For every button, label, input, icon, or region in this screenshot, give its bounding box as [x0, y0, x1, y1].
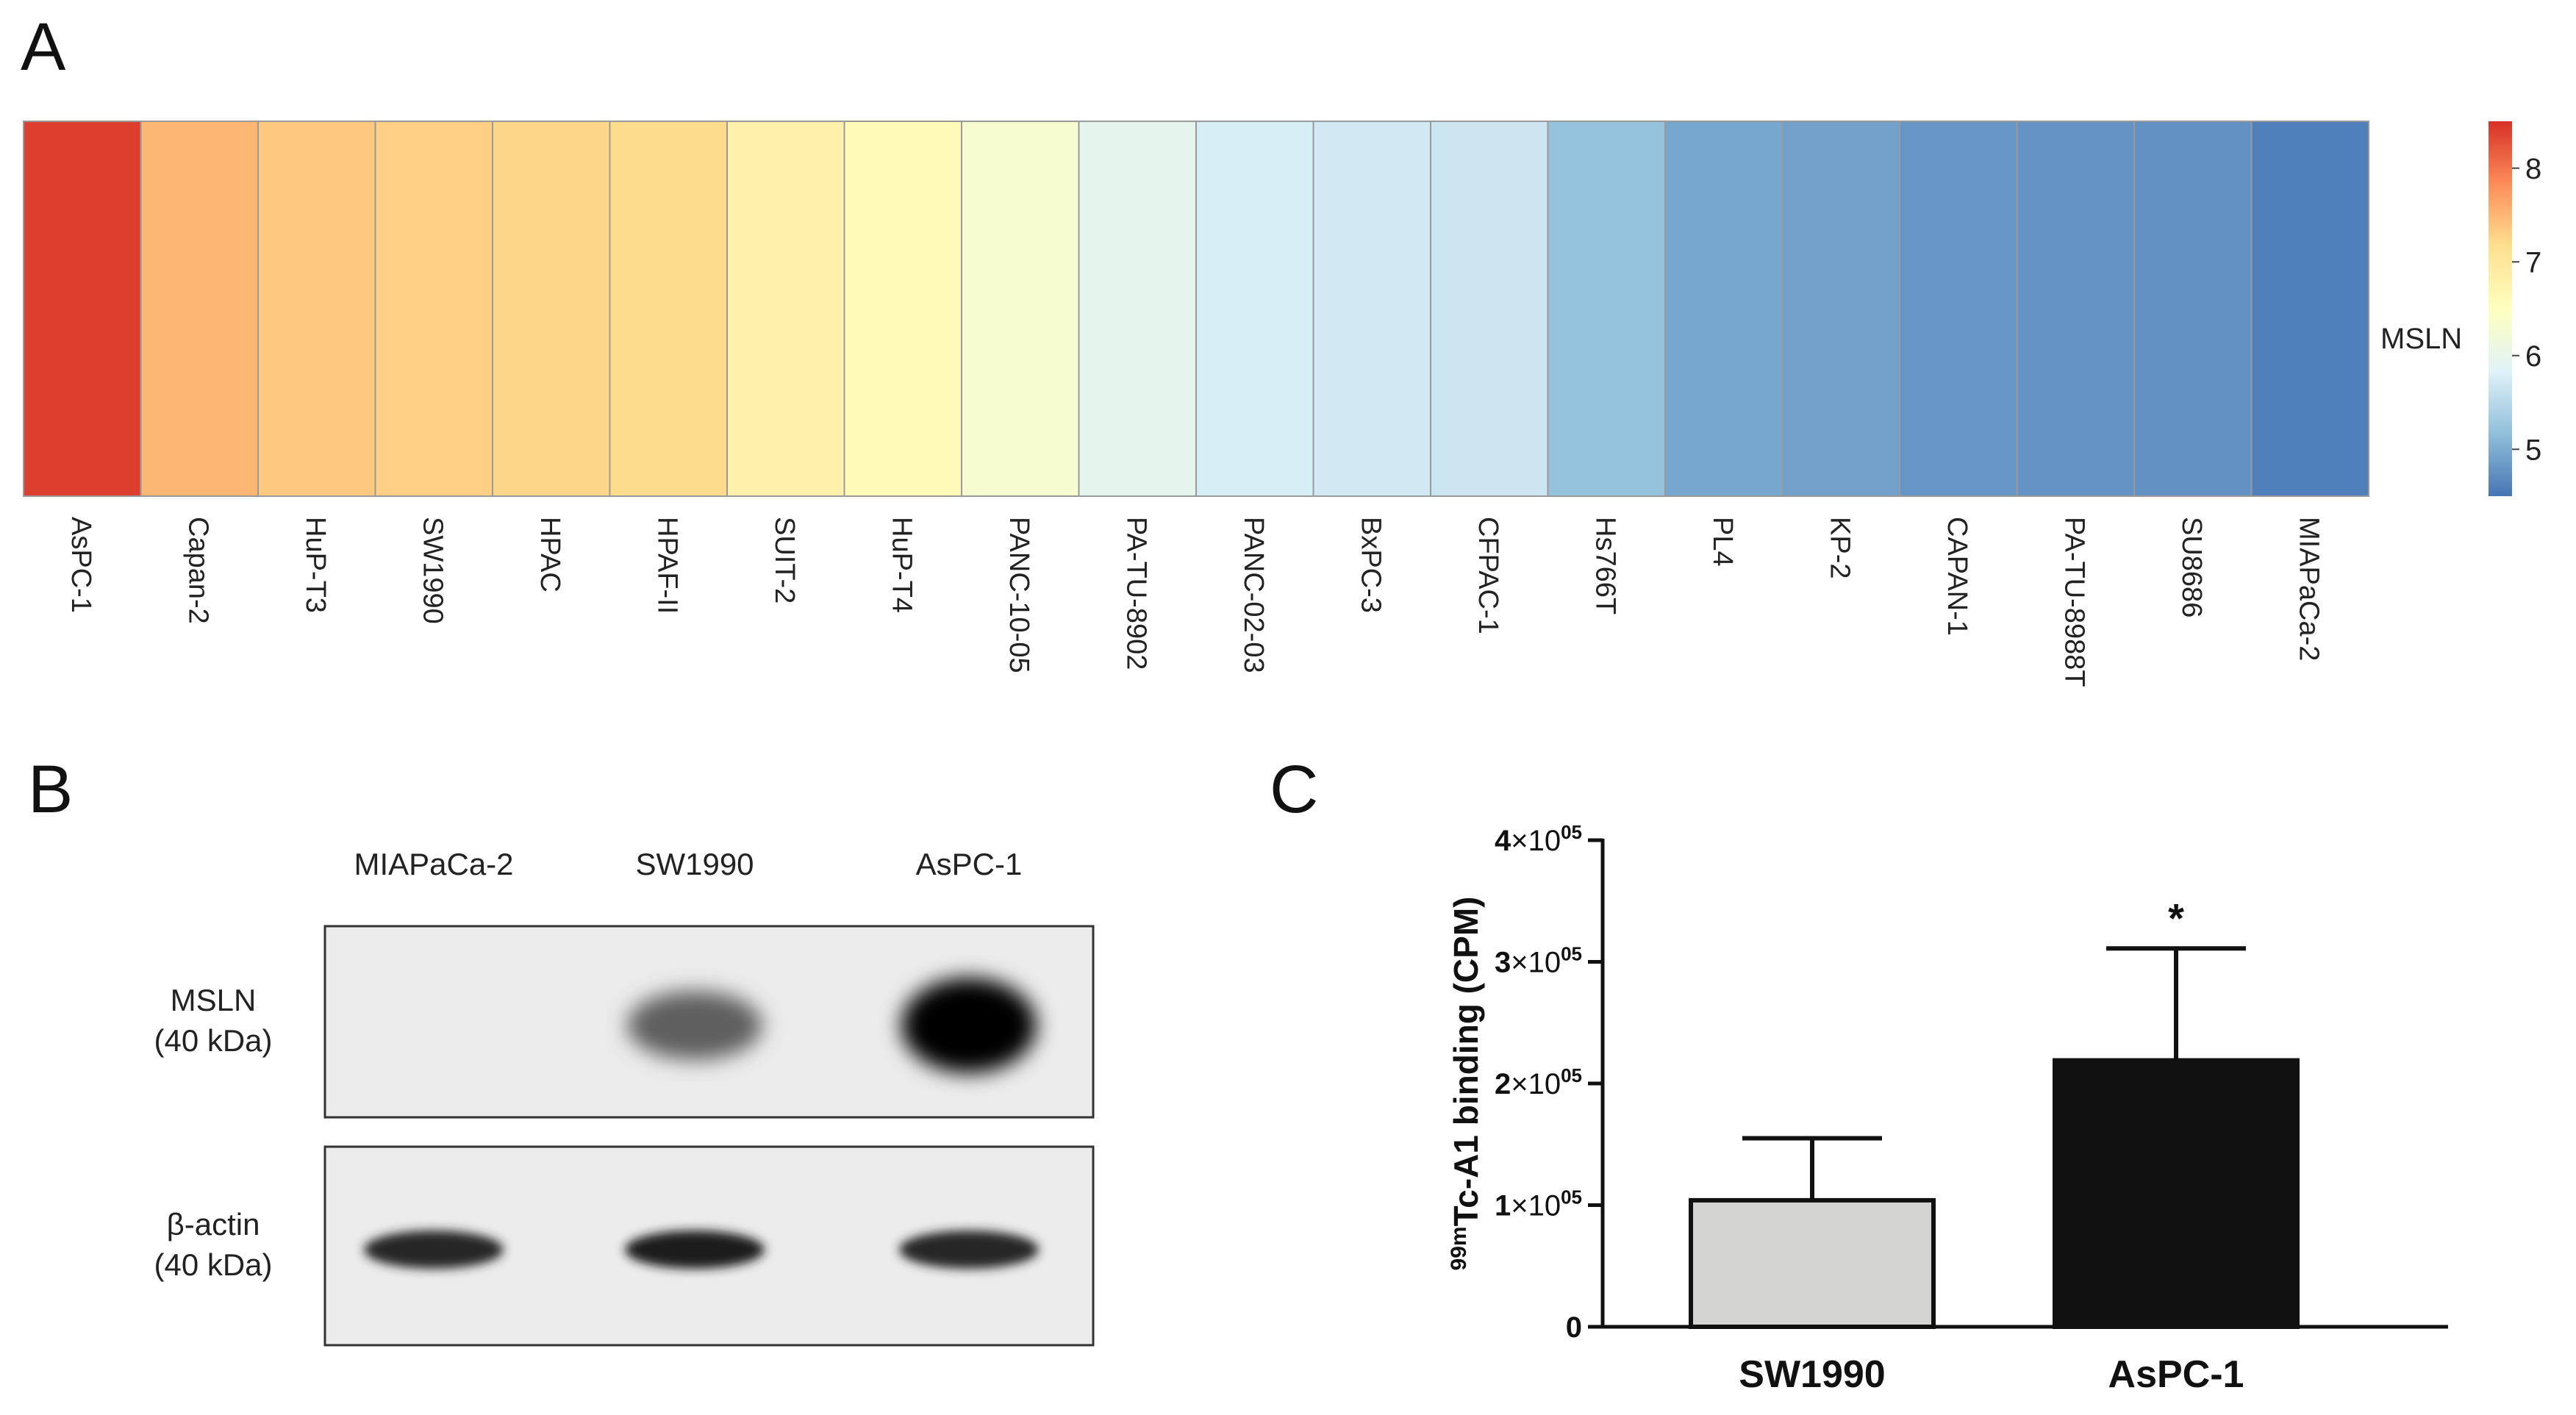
- heatmap-column-label: PA-TU-8988T: [2058, 517, 2089, 687]
- heatmap-cell: [609, 121, 728, 497]
- blot-lane-label: SW1990: [635, 847, 754, 881]
- color-scale-bar: [2489, 121, 2512, 496]
- heatmap-cell: [257, 121, 376, 497]
- color-scale-tick-label: 5: [2525, 434, 2541, 466]
- heatmap-cell: [374, 121, 493, 497]
- heatmap-row-label: MSLN: [2380, 323, 2462, 355]
- blot-lane-label: AsPC-1: [916, 847, 1023, 881]
- blot-row-label-mass: (40 kDa): [154, 1023, 272, 1058]
- blot-band: [901, 978, 1037, 1073]
- heatmap-column-label: PANC-02-03: [1238, 517, 1269, 673]
- heatmap-cell: [1312, 121, 1431, 497]
- bar: [2053, 1058, 2300, 1329]
- y-tick-label: 3×1005: [1495, 943, 1582, 979]
- y-tick-label: 0: [1566, 1311, 1582, 1344]
- panel-label-c: C: [1270, 752, 1319, 827]
- blot-band: [627, 991, 762, 1060]
- heatmap-cell: [1781, 121, 1900, 497]
- blot-band: [899, 1230, 1039, 1269]
- heatmap-cell: [1899, 121, 2018, 497]
- blot-row-label: MSLN: [171, 983, 257, 1017]
- western-blot: MIAPaCa-2 SW1990 AsPC-1 MSLN (40 kDa) β-acti…: [154, 847, 1095, 1347]
- heatmap-column-label: Capan-2: [182, 517, 213, 624]
- msln-heatmap: AsPC-1 Capan-2 HuP-T3 SW1990 HPAC HPAF-II SUIT…: [23, 121, 2541, 687]
- bar: [1689, 1197, 1936, 1329]
- heatmap-cell: [1195, 121, 1314, 497]
- blot-row-label: β-actin: [167, 1207, 260, 1242]
- heatmap-column-label: PL4: [1707, 517, 1738, 567]
- heatmap-cell: [1078, 121, 1197, 497]
- heatmap-column-label: CFPAC-1: [1473, 517, 1503, 634]
- blot-band: [625, 1230, 765, 1269]
- heatmap-column-label: AsPC-1: [65, 517, 96, 613]
- y-tick-label: 2×1005: [1495, 1064, 1582, 1100]
- heatmap-column-label: HPAC: [534, 517, 565, 592]
- color-scale-tick-label: 6: [2525, 340, 2541, 373]
- y-axis-label: 99mTc-A1 binding (CPM): [1447, 897, 1485, 1271]
- y-tick-label: 4×1005: [1495, 821, 1582, 857]
- heatmap-cell: [492, 121, 611, 497]
- significance-marker: *: [2168, 895, 2184, 941]
- panel-label-b: B: [28, 752, 74, 827]
- heatmap-column-label: HuP-T3: [300, 517, 331, 613]
- heatmap-column-label: KP-2: [1824, 517, 1855, 578]
- heatmap-cell: [1430, 121, 1549, 497]
- heatmap-cell: [2250, 121, 2369, 497]
- heatmap-column-label: SU8686: [2176, 517, 2207, 617]
- heatmap-column-label: PA-TU-8902: [1120, 517, 1151, 670]
- heatmap-cell: [961, 121, 1080, 497]
- heatmap-column-label: SUIT-2: [769, 517, 800, 603]
- x-tick-label: SW1990: [1739, 1353, 1885, 1396]
- color-scale-tick-label: 7: [2525, 246, 2541, 279]
- heatmap-cell: [1664, 121, 1783, 497]
- heatmap-column-label: PANC-10-05: [1003, 517, 1034, 673]
- heatmap-column-label: MIAPaCa-2: [2293, 517, 2324, 661]
- heatmap-column-label: SW1990: [417, 517, 448, 624]
- color-scale-tick-label: 8: [2525, 153, 2541, 185]
- heatmap-cell: [140, 121, 259, 497]
- blot-lane-label: MIAPaCa-2: [354, 847, 513, 881]
- heatmap-cell: [843, 121, 962, 497]
- heatmap-column-label: HPAF-II: [651, 517, 682, 614]
- x-tick-label: AsPC-1: [2108, 1353, 2244, 1396]
- heatmap-column-label: Hs766T: [1589, 517, 1620, 615]
- heatmap-column-label: BxPC-3: [1355, 517, 1386, 613]
- blot-row-label-mass: (40 kDa): [154, 1247, 272, 1282]
- heatmap-cell: [23, 121, 142, 497]
- y-tick-label: 1×1005: [1495, 1186, 1582, 1222]
- heatmap-column-label: HuP-T4: [886, 517, 917, 613]
- heatmap-column-label: CAPAN-1: [1942, 517, 1972, 636]
- heatmap-cell: [2133, 121, 2253, 497]
- panel-label-a: A: [21, 10, 66, 85]
- heatmap-cell: [726, 121, 845, 497]
- blot-band: [364, 1230, 504, 1269]
- heatmap-cell: [1547, 121, 1666, 497]
- heatmap-cell: [2016, 121, 2135, 497]
